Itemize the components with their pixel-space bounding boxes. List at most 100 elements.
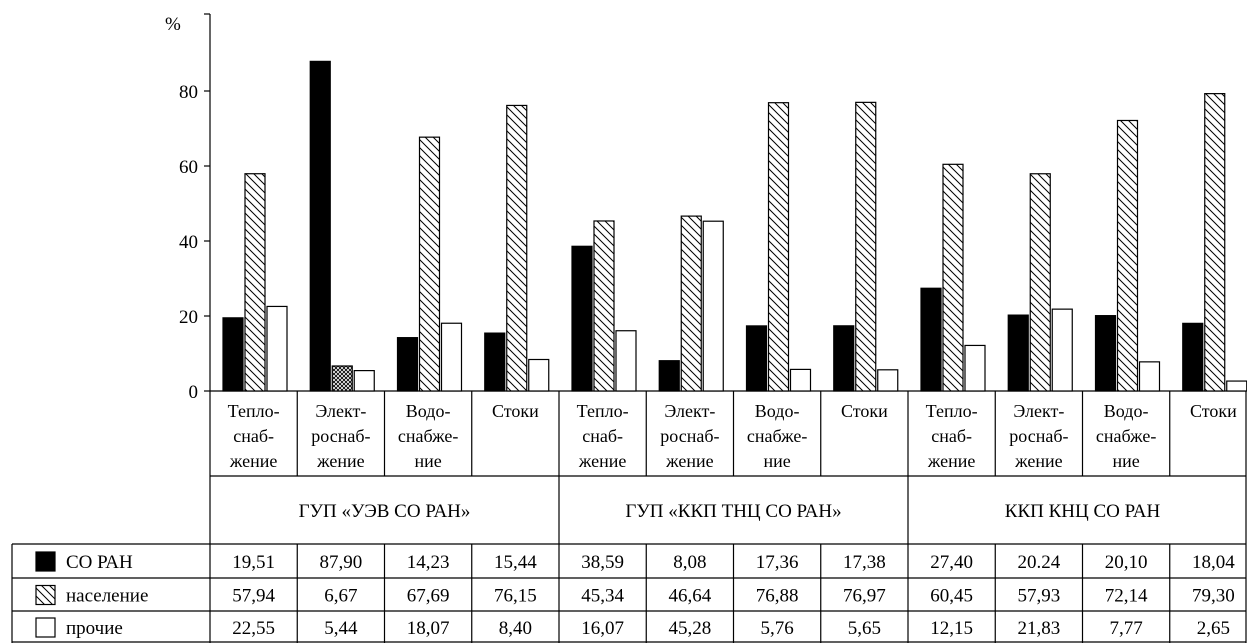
category-label: Стоки	[1190, 401, 1237, 421]
table-cell-value: 45,28	[669, 618, 712, 639]
legend-swatch	[35, 617, 56, 638]
table-cell-value: 20,10	[1105, 552, 1148, 573]
table-cell-value: 5,65	[848, 618, 881, 639]
table-cell-value: 57,94	[232, 586, 275, 607]
bar-naselenie	[1029, 173, 1051, 392]
y-tick-label: 20	[179, 307, 198, 328]
table-cell-value: 21,83	[1018, 618, 1061, 639]
table-cell-value: 16,07	[581, 618, 624, 639]
table-cell-value: 7,77	[1110, 618, 1143, 639]
category-label: жение	[316, 451, 364, 471]
bar-naselenie	[1116, 119, 1139, 392]
bar-prochie	[528, 358, 550, 392]
bar-so-ran	[1182, 322, 1204, 392]
category-label: Водо-	[406, 401, 451, 421]
category-label: Элект-	[1013, 401, 1064, 421]
table-cell-value: 18,04	[1192, 552, 1235, 573]
category-label: жение	[927, 451, 975, 471]
y-tick-label: 80	[179, 82, 198, 103]
bar-prochie	[440, 322, 463, 392]
table-cell-value: 76,88	[756, 586, 799, 607]
category-label: Стоки	[492, 401, 539, 421]
table-cell-value: 76,97	[843, 586, 886, 607]
category-label: снаб-	[582, 426, 623, 446]
bar-naselenie	[418, 136, 441, 392]
table-cell-value: 14,23	[407, 552, 450, 573]
table-cell-value: 5,76	[761, 618, 794, 639]
group-label: ГУП «ККП ТНЦ СО РАН»	[625, 501, 841, 522]
y-tick: 20	[179, 307, 210, 328]
bar-naselenie	[1204, 93, 1226, 392]
bar-prochie	[1138, 361, 1161, 392]
category-label: роснаб-	[311, 426, 370, 446]
bar-naselenie	[855, 101, 877, 392]
bar-naselenie	[767, 102, 790, 392]
bar-prochie	[1051, 308, 1073, 392]
y-tick-label: 60	[179, 157, 198, 178]
bar-prochie	[353, 370, 375, 392]
category-label: Элект-	[315, 401, 366, 421]
table-cell-value: 17,36	[756, 552, 799, 573]
bars-layer	[222, 60, 1247, 392]
table-cell-value: 15,44	[494, 552, 537, 573]
category-label: снабже-	[747, 426, 808, 446]
bar-so-ran	[745, 325, 768, 392]
bar-so-ran	[658, 360, 680, 392]
bar-so-ran	[484, 332, 506, 392]
category-label: Тепло-	[926, 401, 978, 421]
table-cell-value: 8,40	[499, 618, 532, 639]
category-label: ние	[763, 451, 790, 471]
table-cell-value: 12,15	[930, 618, 973, 639]
table-cell-value: 17,38	[843, 552, 886, 573]
category-label: снабже-	[398, 426, 459, 446]
legend-label: СО РАН	[66, 552, 133, 573]
bar-so-ran	[833, 325, 855, 392]
bar-so-ran	[1007, 314, 1029, 392]
bar-prochie	[877, 369, 899, 392]
table-cell-value: 87,90	[320, 552, 363, 573]
bar-prochie	[1226, 380, 1247, 392]
y-tick: 40	[179, 232, 210, 253]
table-cell-value: 60,45	[930, 586, 973, 607]
table-cell-value: 67,69	[407, 586, 450, 607]
table-cell-value: 8,08	[673, 552, 706, 573]
bar-naselenie	[942, 163, 964, 392]
table-cell-value: 5,44	[324, 618, 358, 639]
bar-naselenie	[331, 365, 353, 392]
category-label: роснаб-	[660, 426, 719, 446]
category-label: снаб-	[233, 426, 274, 446]
category-label: жение	[578, 451, 626, 471]
category-label: жение	[1014, 451, 1062, 471]
data-table: СО РАН население прочие 19,51 87,90 14,23 15,4…	[11, 543, 1247, 643]
y-axis-unit: %	[165, 14, 181, 35]
bar-naselenie	[244, 173, 266, 392]
table-cell-value: 45,34	[581, 586, 624, 607]
category-label: ние	[414, 451, 441, 471]
bar-so-ran	[571, 245, 593, 392]
legend-swatch	[35, 551, 56, 572]
bar-naselenie	[593, 220, 615, 392]
bar-prochie	[702, 220, 724, 392]
legend-label: население	[66, 586, 148, 607]
y-tick-label: 40	[179, 232, 198, 253]
table-cell-value: 72,14	[1105, 586, 1148, 607]
category-label: жение	[229, 451, 277, 471]
category-label: Водо-	[1104, 401, 1149, 421]
bar-so-ran	[1094, 315, 1117, 392]
bar-so-ran	[920, 287, 942, 392]
category-label: Тепло-	[228, 401, 280, 421]
bar-so-ran	[396, 337, 419, 392]
category-label: снабже-	[1096, 426, 1157, 446]
axis-layer: % 0 20 40 60 80 Тепло-снаб-жение Элект-роснаб-ж…	[165, 13, 1247, 544]
y-tick-label: 0	[189, 382, 199, 403]
category-label: Стоки	[841, 401, 888, 421]
table-cell-value: 38,59	[581, 552, 624, 573]
legend-label: прочие	[66, 618, 123, 639]
category-label: снаб-	[931, 426, 972, 446]
y-tick: 0	[189, 382, 210, 403]
table-cell-value: 27,40	[930, 552, 973, 573]
bar-prochie	[789, 368, 812, 392]
table-cell-value: 20.24	[1018, 552, 1061, 573]
group-label: ККП КНЦ СО РАН	[1005, 501, 1161, 522]
